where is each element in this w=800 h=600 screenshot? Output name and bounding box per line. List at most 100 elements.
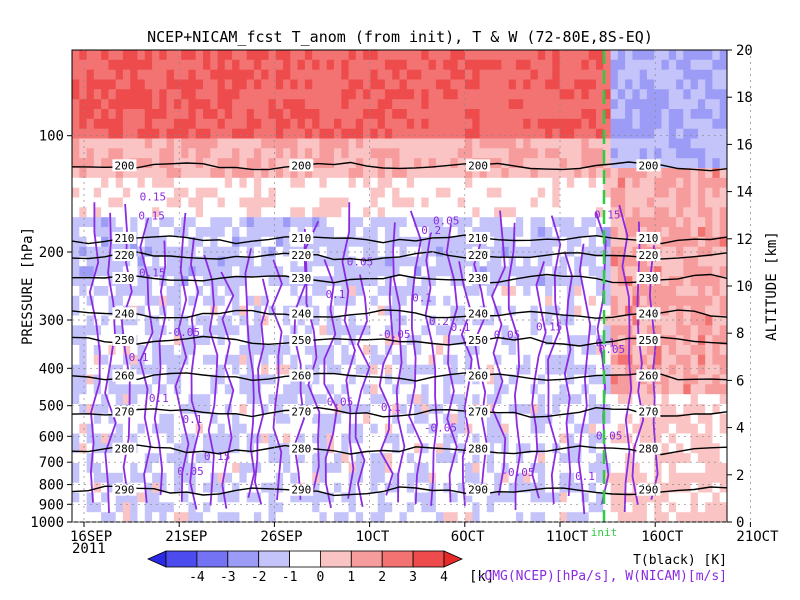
temperature-contour-label: 280 [291,443,311,456]
shade-cell [217,50,226,61]
temperature-contour-label: 280 [114,443,134,456]
shade-cell [676,502,684,513]
shade-cell [268,335,277,346]
shade-cell [646,89,655,100]
shade-cell [508,266,517,277]
shade-cell [304,413,313,425]
shade-cell [508,197,517,208]
shade-cell [377,207,386,218]
shade-cell [341,472,350,484]
shade-cell [268,187,277,199]
shade-cell [326,99,335,110]
shade-cell [283,492,291,503]
shade-cell [435,492,444,503]
shade-cell [392,325,401,336]
shade-cell [457,433,466,444]
shade-cell [268,89,277,100]
shade-cell [152,463,160,474]
shade-cell [79,79,88,90]
shade-cell [697,502,706,513]
shade-cell [581,59,590,71]
shade-cell [290,187,299,199]
shade-cell [406,492,415,503]
shade-cell [384,207,393,218]
shade-cell [537,315,546,326]
shade-cell [326,364,335,376]
shade-cell [414,335,422,346]
shade-cell [646,168,655,179]
shade-cell [530,472,539,484]
shade-cell [399,89,408,100]
shade-cell [450,512,459,522]
shade-cell [661,177,670,189]
shade-cell [574,177,583,189]
shade-cell [705,158,714,169]
shade-cell [319,59,328,71]
shade-cell [159,197,168,208]
shade-cell [283,236,291,248]
temperature-label-bg [636,442,661,455]
shade-cell [261,354,270,366]
shade-cell [465,492,473,503]
shade-cell [465,325,473,336]
shade-cell [239,295,248,307]
shade-cell [370,236,379,248]
shade-cell [559,246,568,258]
shade-cell [574,227,583,238]
shade-cell [530,207,539,218]
shade-cell [181,50,190,61]
shade-cell [210,109,219,120]
shade-cell [86,99,95,110]
shade-cell [152,374,160,385]
shade-cell [93,286,102,297]
shade-cell [421,325,430,336]
temperature-contour-label: 230 [291,272,311,285]
shade-cell [559,79,568,90]
shade-cell [122,423,131,435]
shade-cell [676,236,684,248]
shade-cell [79,50,88,61]
shade-cell [101,354,109,366]
shade-cell [203,177,211,189]
shade-cell [297,69,306,81]
shade-cell [697,207,706,218]
shade-cell [210,168,219,179]
shade-cell [152,472,160,484]
shade-cell [421,345,430,356]
shade-cell [115,512,124,522]
shade-cell [399,158,408,169]
shade-cell [617,256,626,267]
shade-cell [348,305,357,317]
shade-cell [275,197,284,208]
shade-cell [86,138,95,149]
shade-cell [552,118,561,130]
shade-cell [275,384,284,395]
shade-cell [588,345,597,356]
shade-cell [494,50,502,61]
shade-cell [690,187,699,199]
shade-cell [370,394,379,405]
shade-cell [683,246,692,258]
shade-cell [137,207,146,218]
shade-cell [122,148,131,159]
shade-cell [239,364,248,376]
shade-cell [261,276,270,287]
shade-cell [232,256,240,267]
shade-cell [348,148,357,159]
shade-cell [712,305,721,317]
shade-cell [450,423,459,435]
shade-cell [625,89,633,100]
shade-cell [443,423,452,435]
shade-cell [683,315,692,326]
shade-cell [639,502,648,513]
shade-cell [406,99,415,110]
shade-cell [319,187,328,199]
shade-cell [203,266,211,277]
shade-cell [130,295,139,307]
shade-cell [297,217,306,228]
shade-cell [72,325,80,336]
shade-cell [363,413,371,425]
shade-cell [152,177,160,189]
shade-cell [515,69,524,81]
shade-cell [253,59,262,71]
